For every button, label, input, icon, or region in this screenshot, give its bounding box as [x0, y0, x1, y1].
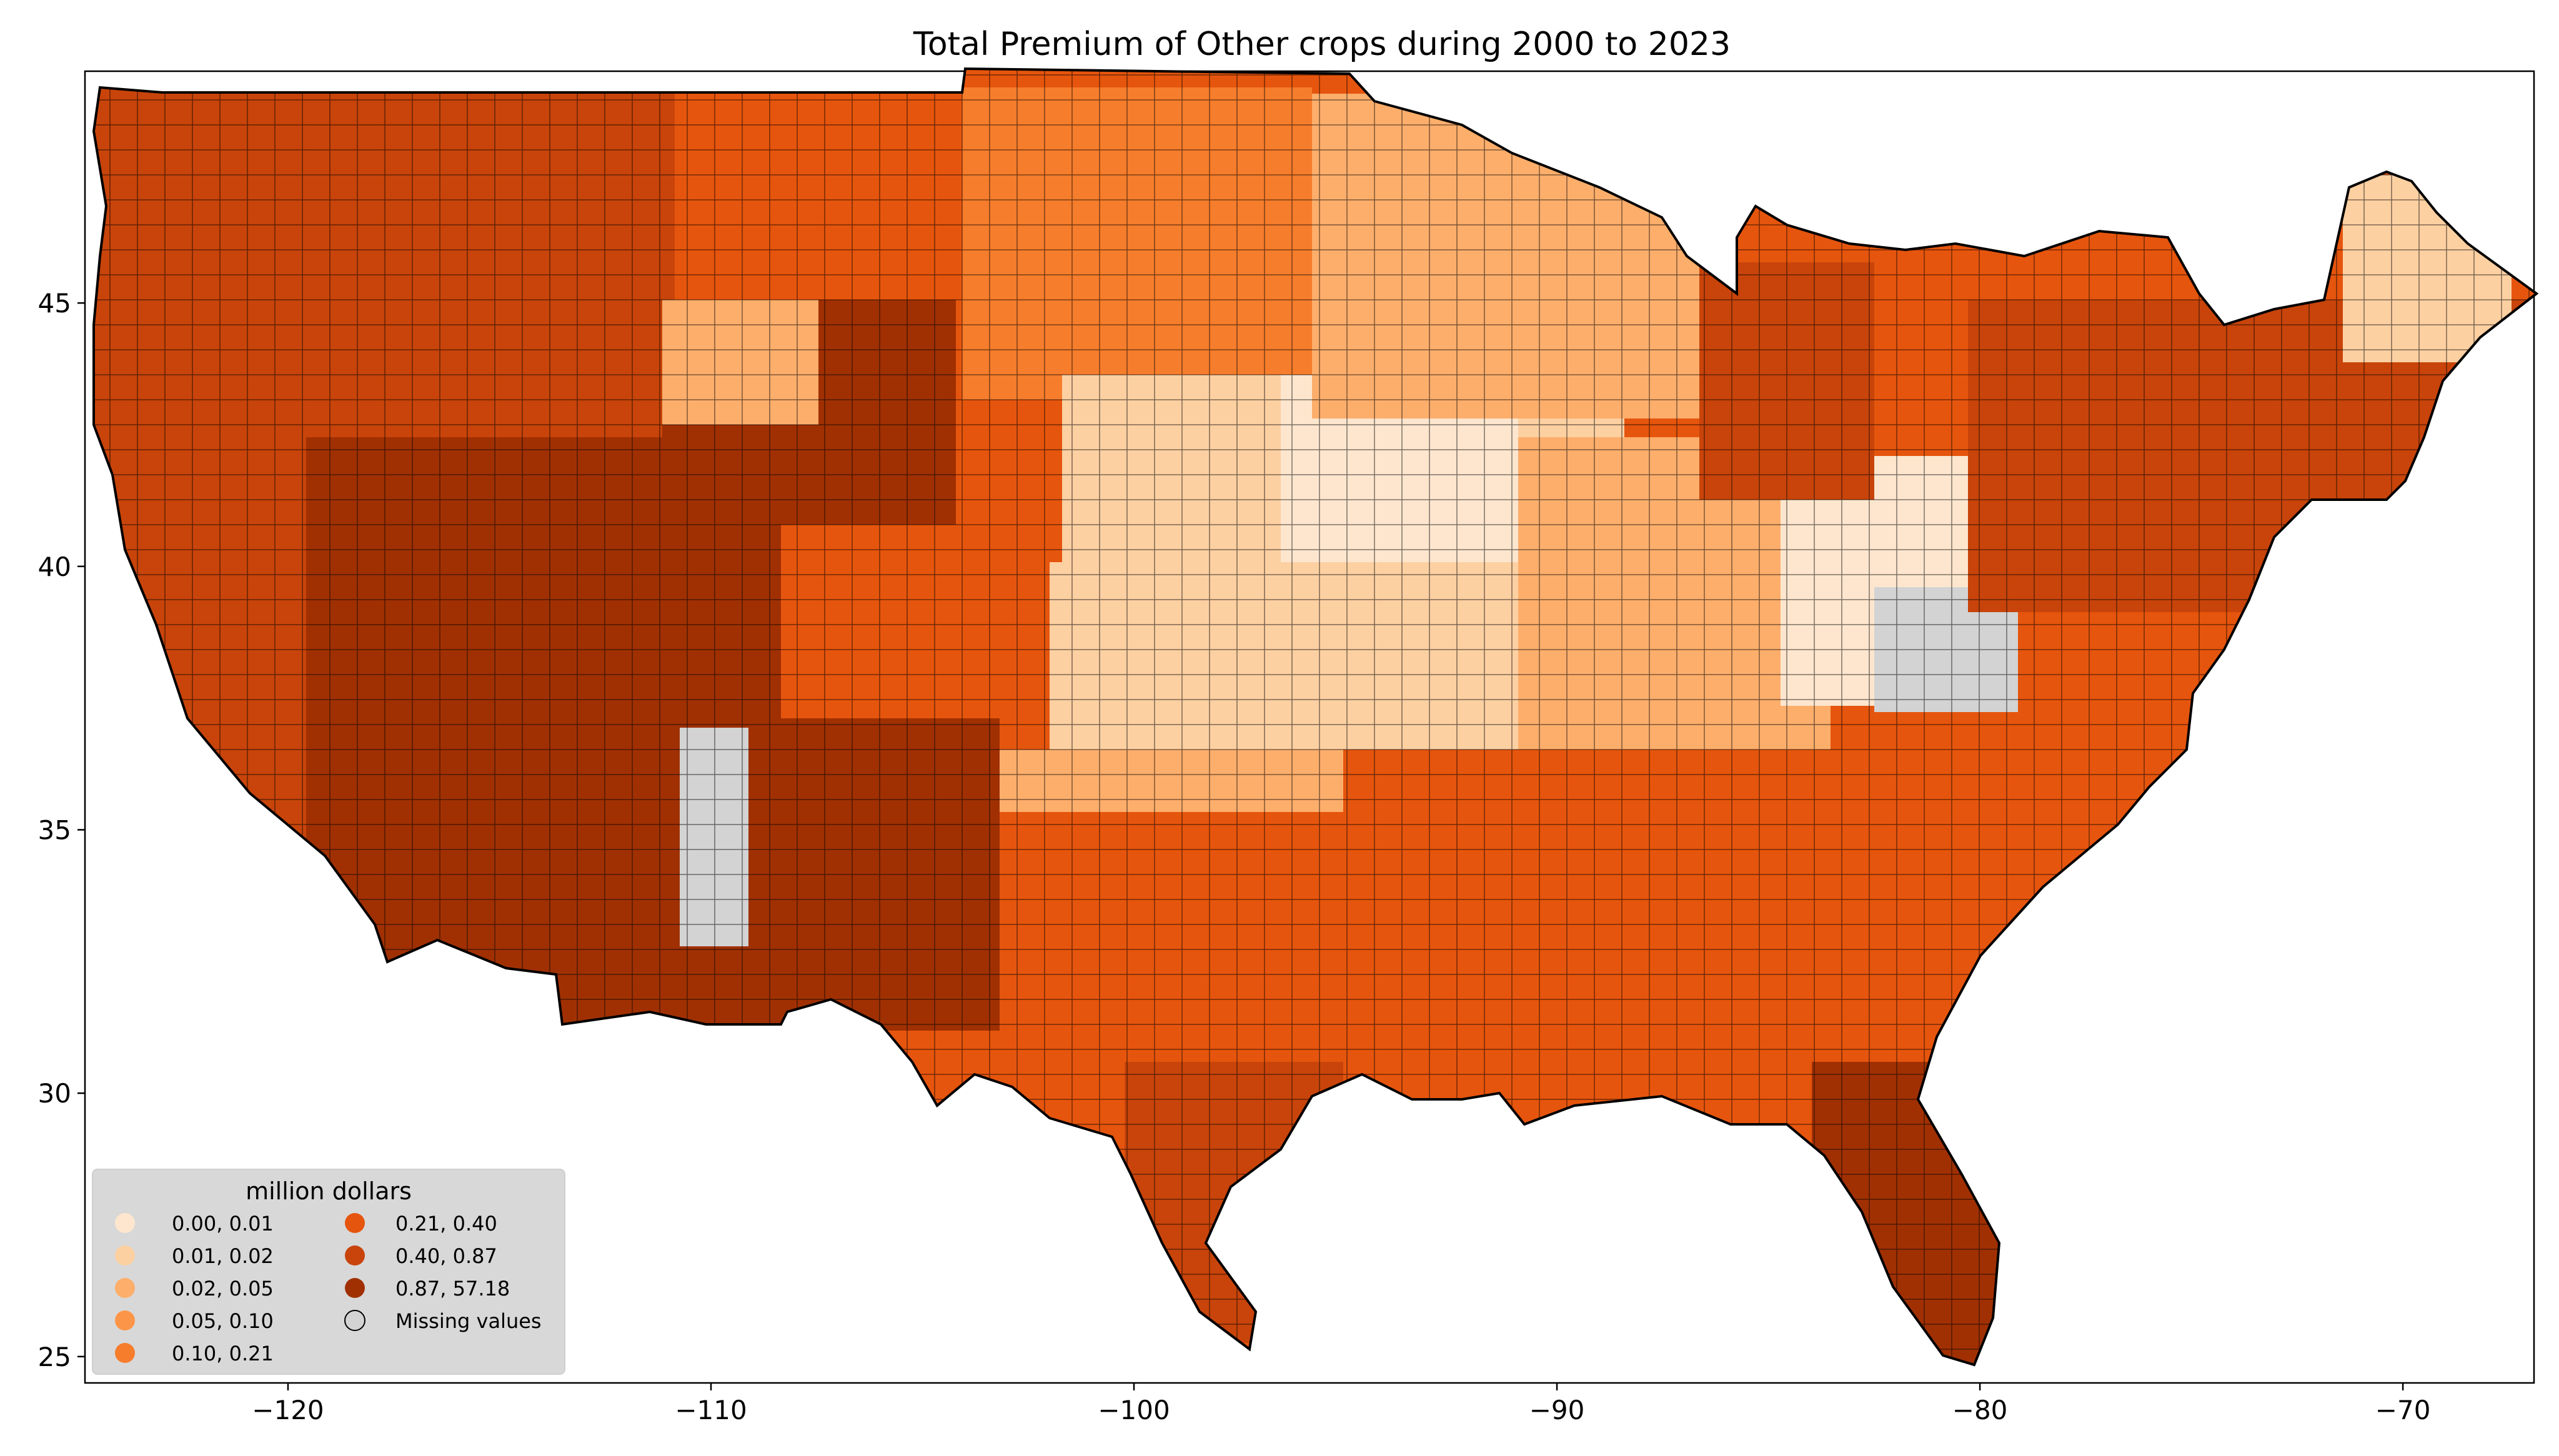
legend-swatch-6 — [345, 1213, 365, 1233]
legend-swatch-7 — [345, 1246, 365, 1265]
legend-label-missing: Missing values — [395, 1309, 542, 1333]
x-tick-label-0: −120 — [252, 1395, 324, 1425]
y-axis: 45 40 35 30 25 — [38, 288, 85, 1372]
legend-label-2: 0.01, 0.02 — [172, 1244, 274, 1268]
y-tick-label-0: 45 — [38, 288, 71, 319]
legend-label-4: 0.05, 0.10 — [172, 1309, 274, 1333]
legend-swatch-4 — [115, 1310, 135, 1330]
legend-swatch-1 — [115, 1213, 135, 1233]
legend-swatch-8 — [345, 1278, 365, 1298]
legend-label-6: 0.21, 0.40 — [395, 1212, 497, 1236]
legend-label-5: 0.10, 0.21 — [172, 1342, 274, 1365]
legend-title: million dollars — [246, 1177, 412, 1205]
legend-label-3: 0.02, 0.05 — [172, 1277, 274, 1300]
legend-swatch-2 — [115, 1246, 135, 1265]
y-tick-label-4: 25 — [38, 1342, 71, 1372]
chart-title: Total Premium of Other crops during 2000… — [913, 26, 1731, 63]
y-tick-label-1: 40 — [38, 552, 71, 582]
y-tick-label-2: 35 — [38, 815, 71, 845]
legend: million dollars 0.00, 0.01 0.01, 0.02 0.… — [92, 1169, 565, 1375]
legend-label-1: 0.00, 0.01 — [172, 1212, 274, 1236]
x-tick-label-5: −70 — [2375, 1395, 2431, 1425]
legend-swatch-3 — [115, 1278, 135, 1298]
legend-swatch-5 — [115, 1343, 135, 1363]
x-tick-label-1: −110 — [675, 1395, 747, 1425]
x-tick-label-3: −90 — [1529, 1395, 1585, 1425]
x-tick-label-4: −80 — [1952, 1395, 2008, 1425]
legend-swatch-missing — [344, 1310, 365, 1331]
legend-box — [92, 1169, 565, 1375]
y-tick-label-3: 30 — [38, 1078, 71, 1109]
x-tick-label-2: −100 — [1098, 1395, 1170, 1425]
legend-label-7: 0.40, 0.87 — [395, 1244, 497, 1268]
legend-label-8: 0.87, 57.18 — [395, 1277, 510, 1300]
x-axis: −120 −110 −100 −90 −80 −70 — [252, 1383, 2430, 1425]
